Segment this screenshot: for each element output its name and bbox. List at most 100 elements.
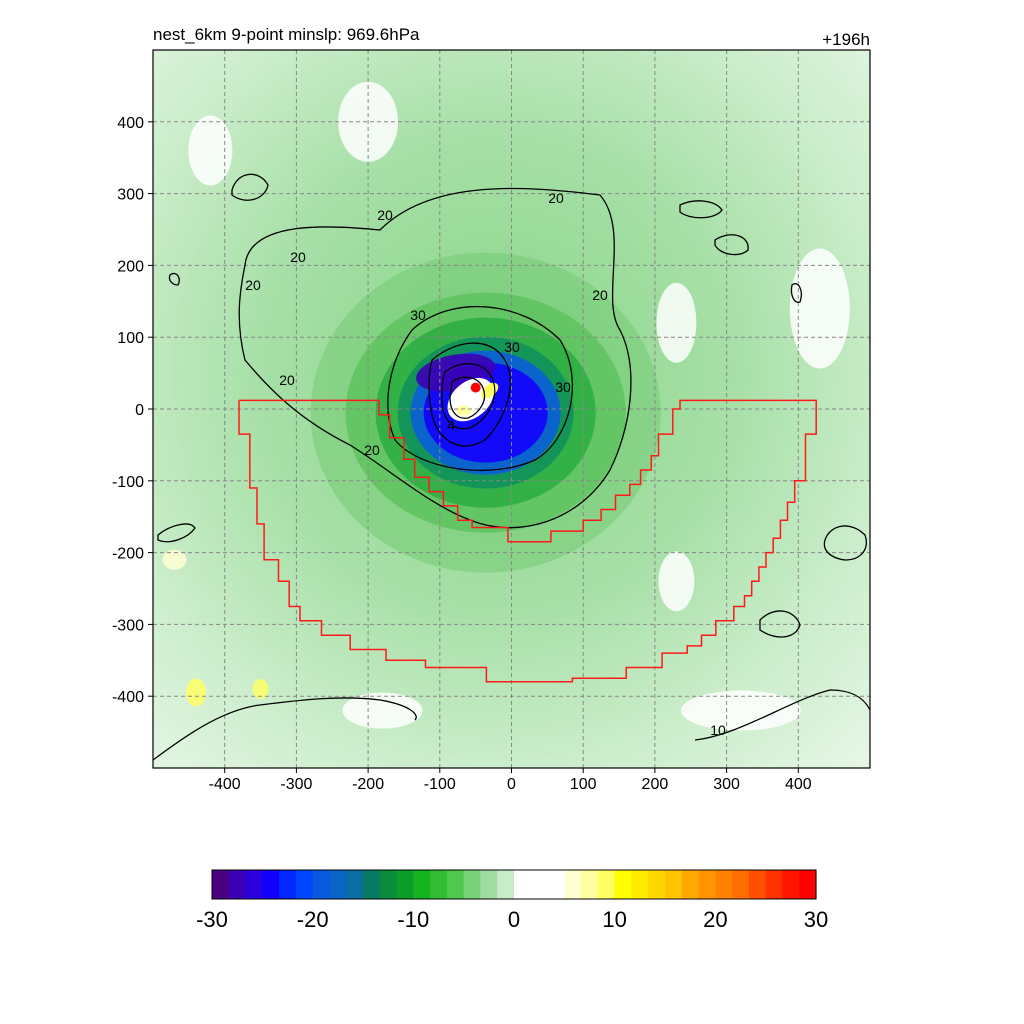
colorbar-swatch: [497, 870, 515, 899]
x-tick-label: 400: [785, 776, 812, 793]
colorbar-swatch: [363, 870, 381, 899]
field-patch-7: [789, 248, 850, 369]
colorbar-swatch: [648, 870, 666, 899]
contour-layer: 20 20 20 20 20 20 20 30 30 30 4 10: [153, 173, 870, 761]
colorbar-swatch: [530, 870, 549, 899]
colorbar-swatch: [597, 870, 616, 899]
contour-line-5: [694, 689, 870, 741]
colorbar-frame: [211, 869, 817, 900]
colorbar-swatch: [329, 870, 347, 899]
colorbar-swatch: [665, 870, 683, 899]
contour-label: 20: [548, 190, 564, 206]
colorbar-swatch: [782, 870, 800, 899]
colorbar-swatch: [446, 870, 465, 899]
contour-label: 30: [504, 339, 520, 355]
contour-line-0: [238, 187, 632, 529]
y-tick-label: 200: [117, 258, 144, 275]
field-patch-8: [656, 282, 697, 363]
contour-label: 30: [555, 379, 571, 395]
grid-layer: [153, 50, 870, 768]
colorbar-swatch: [732, 870, 750, 899]
contour-line-3: [441, 363, 496, 430]
y-tick-label: -400: [112, 689, 144, 706]
colorbar-swatch: [396, 870, 414, 899]
y-tick-label: 400: [117, 115, 144, 132]
contour-label: 20: [245, 277, 261, 293]
contour-line-4: [449, 376, 486, 419]
y-axis: 400 300 200 100 0 -100 -200 -300 -400: [112, 115, 153, 706]
x-tick-label: 200: [642, 776, 669, 793]
x-tick-label: 0: [507, 776, 516, 793]
colorbar-swatch: [212, 870, 230, 899]
x-axis: -400 -300 -200 -100 0 100 200 300 400: [209, 768, 812, 793]
field-patch-6: [188, 115, 233, 186]
colorbar-swatch: [346, 870, 364, 899]
title-right: +196h: [822, 30, 870, 49]
y-tick-label: 300: [117, 187, 144, 204]
red-outline-path: [238, 399, 817, 683]
colorbar-swatch: [799, 870, 817, 899]
colorbar-swatch: [748, 870, 767, 899]
colorbar-swatch: [581, 870, 599, 899]
colorbar-swatch: [631, 870, 649, 899]
colorbar-swatch: [765, 870, 784, 899]
x-tick-label: 300: [713, 776, 740, 793]
contour-line-7: [823, 525, 867, 561]
x-tick-label: -400: [209, 776, 241, 793]
title-left: nest_6km 9-point minslp: 969.6hPa: [153, 25, 420, 44]
contour-line-9: [714, 234, 749, 256]
colorbar-swatch: [295, 870, 314, 899]
colorbar: -30 -20 -10 0 10 20 30: [196, 869, 828, 932]
colorbar-swatch: [463, 870, 482, 899]
contour-label: 10: [710, 722, 726, 738]
contour-label: 20: [279, 372, 295, 388]
contour-label: 20: [377, 207, 393, 223]
colorbar-swatch: [245, 870, 263, 899]
contour-line-2: [428, 342, 511, 447]
colorbar-tick-label: -10: [397, 907, 429, 932]
colorbar-swatch: [681, 870, 700, 899]
field-eye-yellow: [481, 382, 499, 399]
colorbar-swatch: [698, 870, 716, 899]
contour-line-10: [231, 173, 269, 201]
y-tick-label: 100: [117, 330, 144, 347]
colorbar-tick-label: 0: [508, 907, 520, 932]
colorbar-tick-label: 30: [804, 907, 828, 932]
y-tick-label: -200: [112, 546, 144, 563]
colorbar-swatch: [614, 870, 633, 899]
field-patch-2: [186, 678, 207, 707]
field-eye-yellow-2: [455, 405, 472, 416]
colorbar-swatch: [514, 870, 532, 899]
colorbar-tick-label: 10: [602, 907, 626, 932]
x-tick-label: -300: [280, 776, 312, 793]
x-tick-label: -200: [352, 776, 384, 793]
colorbar-swatch: [312, 870, 331, 899]
y-tick-label: -300: [112, 617, 144, 634]
field-patch-4: [162, 549, 187, 570]
contour-label: 4: [447, 417, 455, 433]
colorbar-swatch: [228, 870, 247, 899]
contour-label: 30: [410, 307, 426, 323]
contour-line-11: [157, 523, 196, 543]
contour-label: 20: [364, 442, 380, 458]
colorbar-swatch: [547, 870, 565, 899]
field-patch-9: [680, 690, 801, 731]
contour-label: 20: [592, 287, 608, 303]
y-tick-label: -100: [112, 474, 144, 491]
y-tick-label: 0: [135, 402, 144, 419]
colorbar-swatch: [413, 870, 431, 899]
field-patch-3: [252, 679, 269, 700]
colorbar-swatch: [279, 870, 297, 899]
colorbar-swatch: [379, 870, 398, 899]
field-patch-0: [342, 692, 423, 729]
colorbar-swatch: [715, 870, 733, 899]
title-right-text: +196h: [822, 30, 870, 49]
field-patch-1: [658, 551, 695, 612]
contour-line-8: [679, 200, 723, 219]
colorbar-tick-label: 20: [703, 907, 727, 932]
colorbar-swatch: [262, 870, 280, 899]
field-layer: [162, 81, 850, 731]
contour-line-12: [759, 610, 801, 638]
colorbar-swatch: [480, 870, 498, 899]
